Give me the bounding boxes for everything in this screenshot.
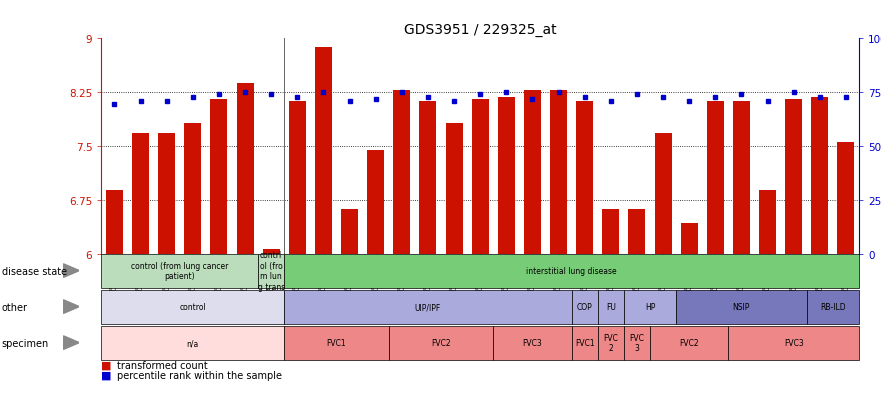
Bar — [446, 124, 463, 254]
Bar — [498, 98, 515, 254]
Bar — [184, 124, 201, 254]
Text: FVC1: FVC1 — [327, 338, 346, 347]
Bar — [785, 100, 802, 254]
Bar — [759, 191, 776, 254]
Bar — [811, 98, 828, 254]
Bar — [367, 150, 384, 254]
Text: FVC3: FVC3 — [784, 338, 803, 347]
Polygon shape — [63, 336, 79, 349]
Text: interstitial lung disease: interstitial lung disease — [526, 266, 617, 275]
Text: percentile rank within the sample: percentile rank within the sample — [117, 370, 282, 380]
Text: FVC1: FVC1 — [574, 338, 595, 347]
Bar — [603, 210, 619, 254]
Bar — [471, 100, 489, 254]
Text: control: control — [180, 302, 206, 311]
Text: FVC3: FVC3 — [522, 338, 543, 347]
Text: UIP/IPF: UIP/IPF — [415, 302, 441, 311]
Text: other: other — [2, 302, 28, 312]
Text: contrl
ol (fro
m lun
g trans: contrl ol (fro m lun g trans — [257, 251, 285, 291]
Bar — [838, 143, 855, 254]
Text: COP: COP — [577, 302, 593, 311]
Bar — [132, 134, 149, 254]
Bar — [289, 102, 306, 254]
Bar — [263, 249, 279, 254]
Bar — [419, 102, 436, 254]
Polygon shape — [63, 300, 79, 313]
Text: control (from lung cancer
patient): control (from lung cancer patient) — [131, 261, 228, 280]
Text: FVC
2: FVC 2 — [603, 333, 618, 352]
Bar — [707, 102, 724, 254]
Bar — [576, 102, 593, 254]
Text: transformed count: transformed count — [117, 360, 208, 370]
Text: disease state: disease state — [2, 266, 67, 276]
Bar — [211, 100, 227, 254]
Text: specimen: specimen — [2, 338, 49, 348]
Text: FVC2: FVC2 — [431, 338, 451, 347]
Bar — [524, 91, 541, 254]
Bar — [681, 224, 698, 254]
Polygon shape — [63, 264, 79, 278]
Bar — [733, 102, 750, 254]
Bar — [315, 48, 332, 254]
Text: ■: ■ — [101, 370, 112, 380]
Bar — [393, 91, 411, 254]
Text: NSIP: NSIP — [733, 302, 750, 311]
Title: GDS3951 / 229325_at: GDS3951 / 229325_at — [403, 23, 557, 37]
Text: FVC2: FVC2 — [679, 338, 699, 347]
Bar — [628, 210, 646, 254]
Text: RB-ILD: RB-ILD — [820, 302, 846, 311]
Text: FU: FU — [606, 302, 616, 311]
Bar — [236, 83, 254, 254]
Bar — [550, 91, 567, 254]
Bar — [159, 134, 175, 254]
Bar — [655, 134, 671, 254]
Text: ■: ■ — [101, 360, 112, 370]
Bar — [341, 210, 358, 254]
Text: HP: HP — [645, 302, 655, 311]
Text: n/a: n/a — [187, 338, 199, 347]
Text: FVC
3: FVC 3 — [629, 333, 644, 352]
Bar — [106, 191, 122, 254]
